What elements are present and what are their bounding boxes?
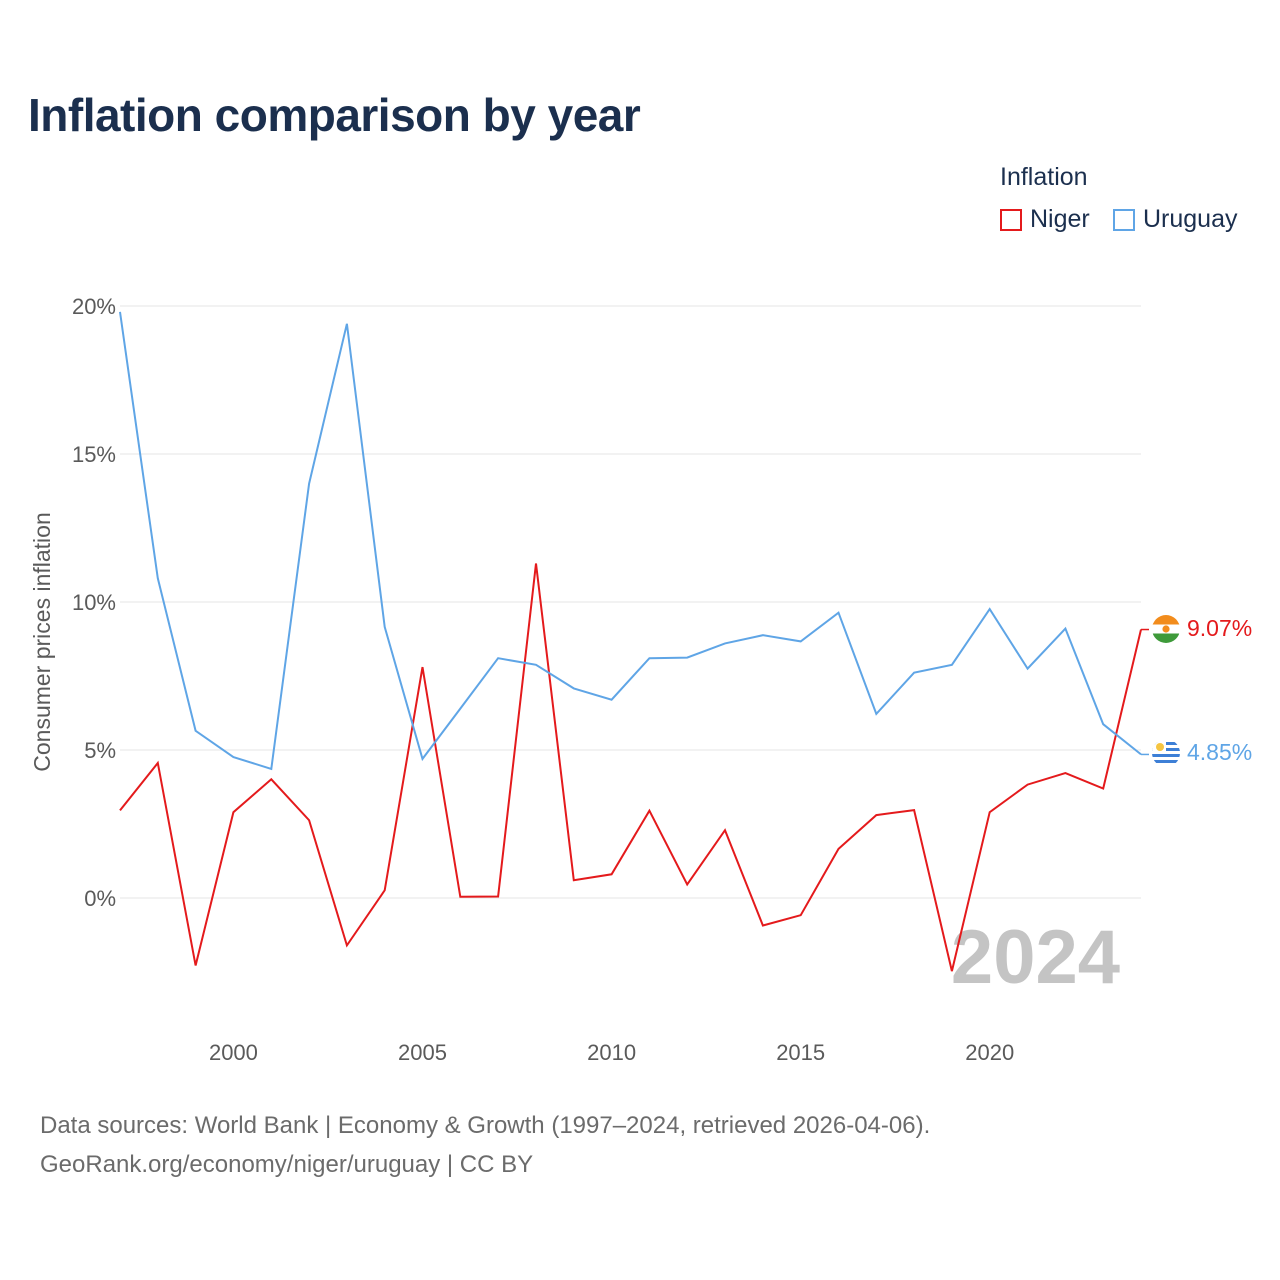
grid-lines <box>120 305 1141 899</box>
legend-item-niger[interactable]: Niger <box>1000 205 1090 234</box>
legend-title: Inflation <box>1000 163 1088 191</box>
x-tick-label: 2000 <box>209 1040 258 1065</box>
niger-flag-icon <box>1152 615 1180 643</box>
y-axis-title: Consumer prices inflation <box>29 512 55 772</box>
y-tick-label: 20% <box>72 294 116 319</box>
series-line-uruguay[interactable] <box>119 311 1142 771</box>
series-line-niger[interactable] <box>119 563 1142 972</box>
x-tick-labels: 2000 2005 2010 2015 2020 <box>209 1040 1014 1065</box>
uruguay-flag-icon <box>1152 739 1180 767</box>
y-tick-label: 0% <box>84 886 116 911</box>
end-markers <box>1141 628 1149 756</box>
y-tick-label: 10% <box>72 590 116 615</box>
chart-title: Inflation comparison by year <box>28 89 641 141</box>
end-label-niger: 9.07% <box>1187 615 1252 641</box>
legend-swatch-niger <box>1000 208 1022 231</box>
y-tick-label: 15% <box>72 442 116 467</box>
x-tick-label: 2020 <box>965 1040 1014 1065</box>
source-note: Data sources: World Bank | Economy & Gro… <box>40 1106 930 1184</box>
legend-label-niger: Niger <box>1030 205 1090 233</box>
series-lines <box>119 311 1142 972</box>
y-tick-labels: 0% 5% 10% 15% 20% <box>72 294 116 911</box>
legend-label-uruguay: Uruguay <box>1143 205 1238 233</box>
y-tick-label: 5% <box>84 738 116 763</box>
legend-swatch-uruguay <box>1113 208 1135 231</box>
x-tick-label: 2015 <box>776 1040 825 1065</box>
x-tick-label: 2010 <box>587 1040 636 1065</box>
year-watermark: 2024 <box>951 915 1120 1000</box>
x-tick-label: 2005 <box>398 1040 447 1065</box>
end-label-uruguay: 4.85% <box>1187 739 1252 765</box>
source-line-1: Data sources: World Bank | Economy & Gro… <box>40 1112 931 1139</box>
source-line-2[interactable]: GeoRank.org/economy/niger/uruguay | CC B… <box>40 1151 534 1178</box>
legend-item-uruguay[interactable]: Uruguay <box>1113 205 1238 234</box>
